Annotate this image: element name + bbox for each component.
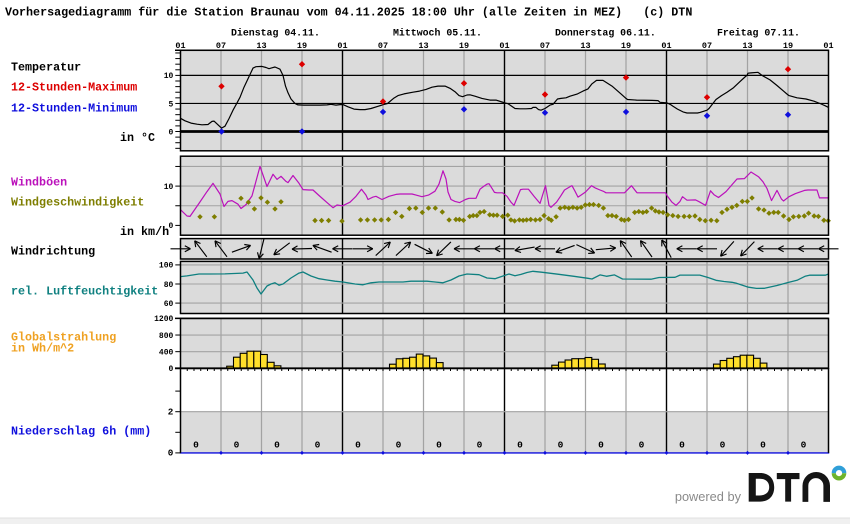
svg-text:0: 0: [168, 365, 173, 374]
svg-text:12-Stunden-Minimum: 12-Stunden-Minimum: [11, 102, 137, 116]
svg-text:0: 0: [274, 440, 280, 451]
svg-text:13: 13: [580, 41, 590, 51]
svg-text:Niederschlag 6h (mm): Niederschlag 6h (mm): [11, 424, 151, 438]
svg-text:in Wh/m^2: in Wh/m^2: [11, 341, 74, 355]
svg-text:0: 0: [396, 440, 402, 451]
svg-text:800: 800: [159, 332, 174, 341]
svg-text:0: 0: [598, 440, 604, 451]
svg-text:19: 19: [621, 41, 631, 51]
svg-text:in km/h: in km/h: [120, 225, 169, 239]
svg-text:07: 07: [378, 41, 388, 51]
svg-text:01: 01: [823, 41, 833, 51]
svg-text:60: 60: [164, 300, 174, 309]
svg-text:10: 10: [164, 72, 174, 81]
svg-text:Mittwoch 05.11.: Mittwoch 05.11.: [393, 28, 482, 39]
svg-text:0: 0: [679, 440, 685, 451]
svg-text:01: 01: [175, 41, 185, 51]
svg-text:0: 0: [760, 440, 766, 451]
svg-text:Vorhersagediagramm für die Sta: Vorhersagediagramm für die Station Braun…: [5, 6, 692, 20]
svg-text:400: 400: [159, 348, 174, 357]
svg-text:0: 0: [168, 128, 173, 137]
svg-text:01: 01: [661, 41, 671, 51]
svg-text:01: 01: [499, 41, 509, 51]
svg-text:Globalstrahlung: Globalstrahlung: [11, 330, 116, 344]
svg-text:0: 0: [193, 440, 199, 451]
svg-text:19: 19: [783, 41, 793, 51]
svg-text:10: 10: [164, 183, 174, 192]
svg-text:19: 19: [297, 41, 307, 51]
svg-text:0: 0: [436, 440, 442, 451]
svg-text:100: 100: [159, 262, 174, 271]
svg-text:Windrichtung: Windrichtung: [11, 244, 95, 258]
svg-text:0: 0: [639, 440, 645, 451]
svg-text:in °C: in °C: [120, 131, 155, 145]
svg-text:0: 0: [558, 440, 564, 451]
svg-text:powered by: powered by: [675, 489, 742, 504]
svg-text:Freitag 07.11.: Freitag 07.11.: [717, 28, 800, 39]
svg-text:13: 13: [418, 41, 428, 51]
svg-text:1200: 1200: [154, 315, 173, 324]
svg-text:rel. Luftfeuchtigkeit: rel. Luftfeuchtigkeit: [11, 284, 158, 298]
svg-text:13: 13: [742, 41, 752, 51]
svg-text:07: 07: [540, 41, 550, 51]
svg-text:Dienstag 04.11.: Dienstag 04.11.: [231, 28, 320, 39]
svg-text:0: 0: [168, 448, 174, 459]
svg-text:0: 0: [168, 222, 173, 231]
svg-text:0: 0: [234, 440, 240, 451]
svg-text:0: 0: [517, 440, 523, 451]
svg-text:19: 19: [459, 41, 469, 51]
svg-text:Windböen: Windböen: [11, 175, 67, 189]
svg-text:0: 0: [355, 440, 361, 451]
svg-text:0: 0: [720, 440, 726, 451]
svg-text:2: 2: [168, 407, 174, 418]
svg-text:07: 07: [702, 41, 712, 51]
svg-text:5: 5: [168, 100, 173, 109]
svg-text:07: 07: [216, 41, 226, 51]
svg-text:0: 0: [315, 440, 321, 451]
svg-text:Temperatur: Temperatur: [11, 60, 81, 74]
svg-text:Windgeschwindigkeit: Windgeschwindigkeit: [11, 196, 144, 210]
svg-text:0: 0: [801, 440, 807, 451]
svg-text:13: 13: [256, 41, 266, 51]
svg-text:80: 80: [164, 281, 174, 290]
svg-text:01: 01: [337, 41, 347, 51]
svg-text:12-Stunden-Maximum: 12-Stunden-Maximum: [11, 81, 137, 95]
svg-text:0: 0: [477, 440, 483, 451]
svg-text:Donnerstag 06.11.: Donnerstag 06.11.: [555, 28, 656, 39]
